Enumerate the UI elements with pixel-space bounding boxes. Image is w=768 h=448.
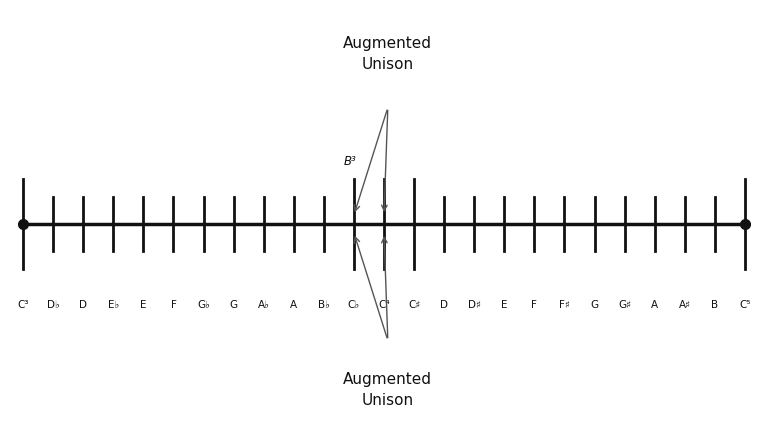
Text: A♭: A♭ [258, 300, 270, 310]
Text: C⁴: C⁴ [378, 300, 390, 310]
Text: G: G [230, 300, 237, 310]
Text: C³: C³ [18, 300, 28, 310]
Text: C⁵: C⁵ [740, 300, 750, 310]
Text: Augmented
Unison: Augmented Unison [343, 372, 432, 408]
Text: D♭: D♭ [47, 300, 60, 310]
Text: Augmented
Unison: Augmented Unison [343, 36, 432, 72]
Text: G♭: G♭ [197, 300, 210, 310]
Text: D: D [79, 300, 88, 310]
Text: F: F [170, 300, 177, 310]
Text: D♯: D♯ [468, 300, 481, 310]
Text: A: A [290, 300, 297, 310]
Text: F: F [531, 300, 538, 310]
Text: B³: B³ [344, 155, 356, 168]
Text: E♭: E♭ [108, 300, 119, 310]
Text: A♯: A♯ [679, 300, 691, 310]
Text: G: G [591, 300, 598, 310]
Text: D: D [440, 300, 449, 310]
Text: G♯: G♯ [618, 300, 631, 310]
Text: E: E [140, 300, 147, 310]
Text: B: B [711, 300, 718, 310]
Text: F♯: F♯ [559, 300, 570, 310]
Text: C♯: C♯ [408, 300, 420, 310]
Text: A: A [651, 300, 658, 310]
Text: C♭: C♭ [348, 300, 360, 310]
Text: B♭: B♭ [318, 300, 329, 310]
Text: E: E [501, 300, 508, 310]
